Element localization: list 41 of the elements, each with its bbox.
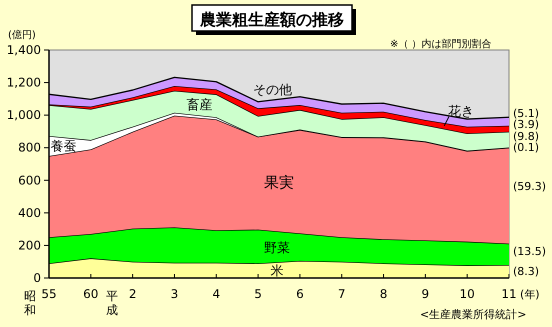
text: (年) xyxy=(520,288,540,301)
x-tick-label: 4 xyxy=(212,287,220,301)
text: <生産農業所得統計> xyxy=(420,308,526,321)
series-label: 花き xyxy=(448,104,474,120)
text: 平成 xyxy=(106,289,118,317)
annotation: (13.5) xyxy=(513,244,546,258)
x-tick-label: 10 xyxy=(460,287,475,301)
annotation: (0.1) xyxy=(513,141,540,154)
series-label: 果実 xyxy=(264,173,294,192)
x-tick-label: 3 xyxy=(170,287,178,301)
x-tick-label: 11 xyxy=(501,287,517,301)
x-tick-label: 2 xyxy=(128,287,136,301)
x-tick-label: 9 xyxy=(422,287,430,301)
chart-title: 農業粗生産額の推移 xyxy=(199,10,344,29)
annotation: ※（ ）内は部門別割合 xyxy=(390,38,492,50)
x-tick-label: 60 xyxy=(83,287,98,301)
y-axis-title: (億円) xyxy=(8,29,36,41)
x-tick-label: 5 xyxy=(254,287,262,301)
y-tick-label: 1,000 xyxy=(6,108,41,122)
annotation: (8.3) xyxy=(513,264,540,278)
text: 昭和 xyxy=(24,289,36,317)
y-tick-label: 600 xyxy=(18,173,41,188)
y-tick-label: 1,200 xyxy=(6,76,41,90)
annotation: (3.9) xyxy=(513,118,540,131)
series-label: 養蚕 xyxy=(50,140,77,155)
y-tick-label: 0 xyxy=(33,271,41,285)
x-tick-label: 8 xyxy=(380,287,388,301)
y-tick-label: 400 xyxy=(18,206,41,220)
y-tick-label: 800 xyxy=(18,140,41,155)
series-label: 米 xyxy=(270,264,284,280)
x-tick-label: 7 xyxy=(338,287,346,301)
series-label: 野菜 xyxy=(264,240,290,256)
annotation: (59.3) xyxy=(513,180,546,193)
annotation: (9.8) xyxy=(513,130,540,143)
y-tick-label: 200 xyxy=(18,238,41,252)
series-label: 畜産 xyxy=(186,97,213,114)
annotation: (5.1) xyxy=(513,107,540,120)
x-tick-label: 6 xyxy=(296,287,304,301)
series-label: その他 xyxy=(253,83,292,98)
y-tick-label: 1,400 xyxy=(6,43,41,57)
x-tick-label: 55 xyxy=(41,287,57,301)
